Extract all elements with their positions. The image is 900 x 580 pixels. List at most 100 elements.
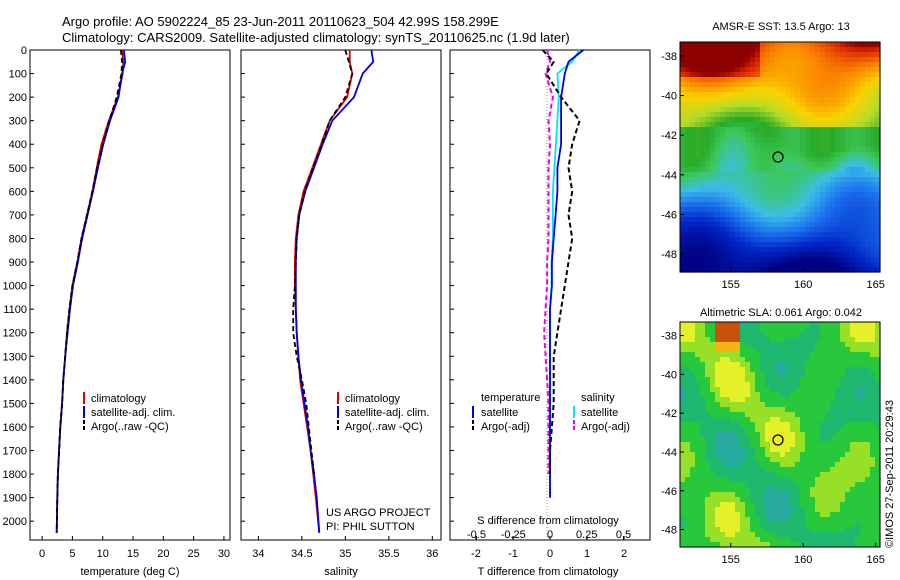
sst-cell	[780, 267, 786, 273]
sst-cell	[850, 217, 856, 223]
sla-cell	[775, 497, 781, 503]
sst-cell	[825, 177, 831, 183]
sla-cell	[785, 442, 791, 448]
sla-cell	[790, 457, 796, 463]
sst-cell	[825, 147, 831, 153]
sla-cell	[855, 417, 861, 423]
sla-cell	[875, 422, 881, 428]
sla-cell	[820, 507, 826, 513]
sla-cell	[805, 527, 811, 533]
sla-cell	[750, 422, 756, 428]
sla-cell	[685, 427, 691, 433]
sst-cell	[760, 162, 766, 168]
sst-cell	[715, 207, 721, 213]
sst-cell	[685, 82, 691, 88]
sst-cell	[830, 187, 836, 193]
sla-cell	[740, 322, 746, 328]
sla-cell	[685, 402, 691, 408]
sla-cell	[800, 467, 806, 473]
sst-cell	[825, 112, 831, 118]
sst-cell	[800, 42, 806, 48]
sst-cell	[780, 172, 786, 178]
sla-cell	[810, 487, 816, 493]
sst-cell	[705, 232, 711, 238]
depth-tick-label: 1600	[3, 422, 27, 434]
sla-cell	[735, 372, 741, 378]
sla-cell	[825, 382, 831, 388]
sla-cell	[820, 337, 826, 343]
sla-cell	[765, 502, 771, 508]
sla-cell	[805, 472, 811, 478]
sst-cell	[865, 177, 871, 183]
sst-cell	[755, 202, 761, 208]
sla-cell	[845, 517, 851, 523]
sla-cell	[740, 442, 746, 448]
sst-cell	[840, 77, 846, 83]
sla-cell	[685, 467, 691, 473]
sla-cell	[785, 372, 791, 378]
sla-cell	[805, 407, 811, 413]
sla-cell	[735, 417, 741, 423]
sst-cell	[810, 237, 816, 243]
sla-cell	[805, 487, 811, 493]
sst-cell	[830, 252, 836, 258]
sst-cell	[780, 127, 786, 133]
sla-cell	[820, 397, 826, 403]
sst-cell	[720, 217, 726, 223]
sla-cell	[830, 332, 836, 338]
sla-cell	[855, 522, 861, 528]
sst-cell	[730, 157, 736, 163]
sst-cell	[715, 197, 721, 203]
sst-cell	[805, 232, 811, 238]
sla-cell	[830, 392, 836, 398]
sst-cell	[860, 67, 866, 73]
sla-cell	[810, 502, 816, 508]
sst-cell	[775, 97, 781, 103]
sla-cell	[850, 422, 856, 428]
sst-cell	[800, 177, 806, 183]
sst-cell	[835, 197, 841, 203]
sst-cell	[735, 167, 741, 173]
sla-cell	[780, 542, 786, 548]
sla-cell	[690, 492, 696, 498]
sst-cell	[875, 57, 881, 63]
sst-cell	[875, 262, 881, 268]
sla-cell	[840, 522, 846, 528]
sla-cell	[730, 432, 736, 438]
sla-cell	[700, 497, 706, 503]
sla-cell	[805, 382, 811, 388]
sla-cell	[860, 527, 866, 533]
sla-cell	[785, 337, 791, 343]
sla-cell	[765, 497, 771, 503]
sst-cell	[690, 162, 696, 168]
sst-cell	[875, 192, 881, 198]
sst-cell	[805, 222, 811, 228]
sla-cell	[860, 497, 866, 503]
sst-cell	[745, 72, 751, 78]
sla-cell	[735, 342, 741, 348]
sla-cell	[690, 342, 696, 348]
sla-cell	[730, 362, 736, 368]
sla-cell	[775, 357, 781, 363]
depth-tick-label: 1300	[3, 351, 27, 363]
sst-cell	[730, 47, 736, 53]
sla-cell	[745, 412, 751, 418]
sla-cell	[850, 387, 856, 393]
sla-cell	[735, 352, 741, 358]
sst-cell	[865, 242, 871, 248]
sst-cell	[855, 77, 861, 83]
sst-cell	[765, 212, 771, 218]
sla-cell	[835, 442, 841, 448]
sla-cell	[800, 337, 806, 343]
sst-cell	[700, 107, 706, 113]
sst-cell	[820, 172, 826, 178]
sst-cell	[770, 137, 776, 143]
sst-cell	[795, 102, 801, 108]
sla-cell	[715, 427, 721, 433]
sla-cell	[830, 522, 836, 528]
sst-cell	[705, 212, 711, 218]
sst-cell	[820, 77, 826, 83]
sla-cell	[795, 377, 801, 383]
sla-cell	[770, 377, 776, 383]
sst-cell	[740, 137, 746, 143]
